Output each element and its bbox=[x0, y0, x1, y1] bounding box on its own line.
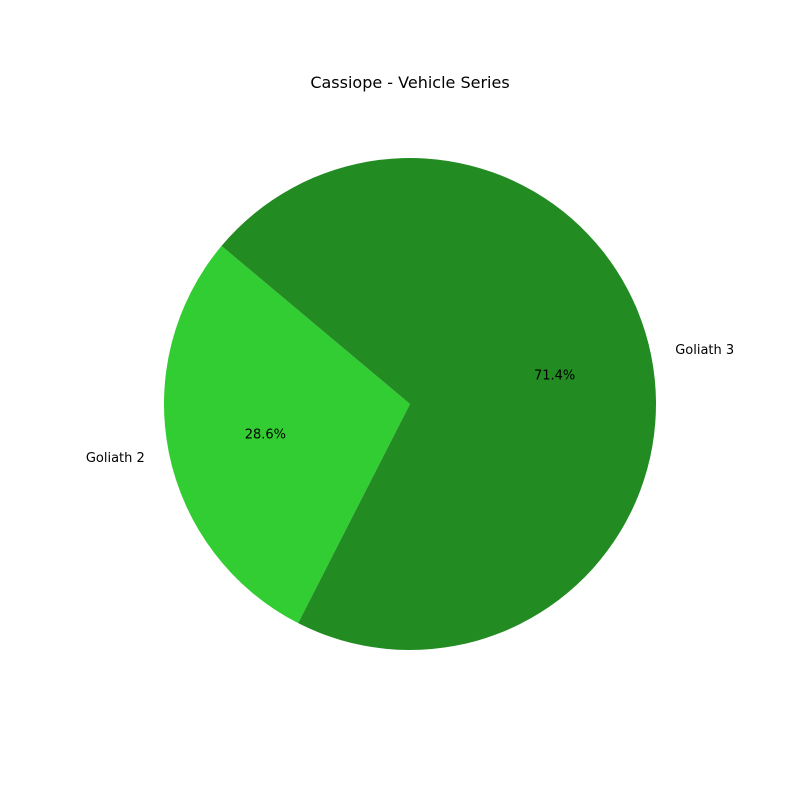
slice-label: Goliath 3 bbox=[675, 343, 734, 358]
pie-slice-goliath-2 bbox=[163, 245, 410, 624]
slice-percent-label: 71.4% bbox=[534, 369, 575, 384]
slice-percent-label: 28.6% bbox=[245, 427, 286, 442]
slice-label: Goliath 2 bbox=[86, 451, 145, 466]
pie-slices bbox=[163, 157, 656, 650]
pie-slice-goliath-3 bbox=[221, 157, 656, 650]
chart-title: Cassiope - Vehicle Series bbox=[310, 73, 509, 92]
pie-labels: Goliath 2 28.6% Goliath 3 71.4% bbox=[86, 343, 734, 466]
